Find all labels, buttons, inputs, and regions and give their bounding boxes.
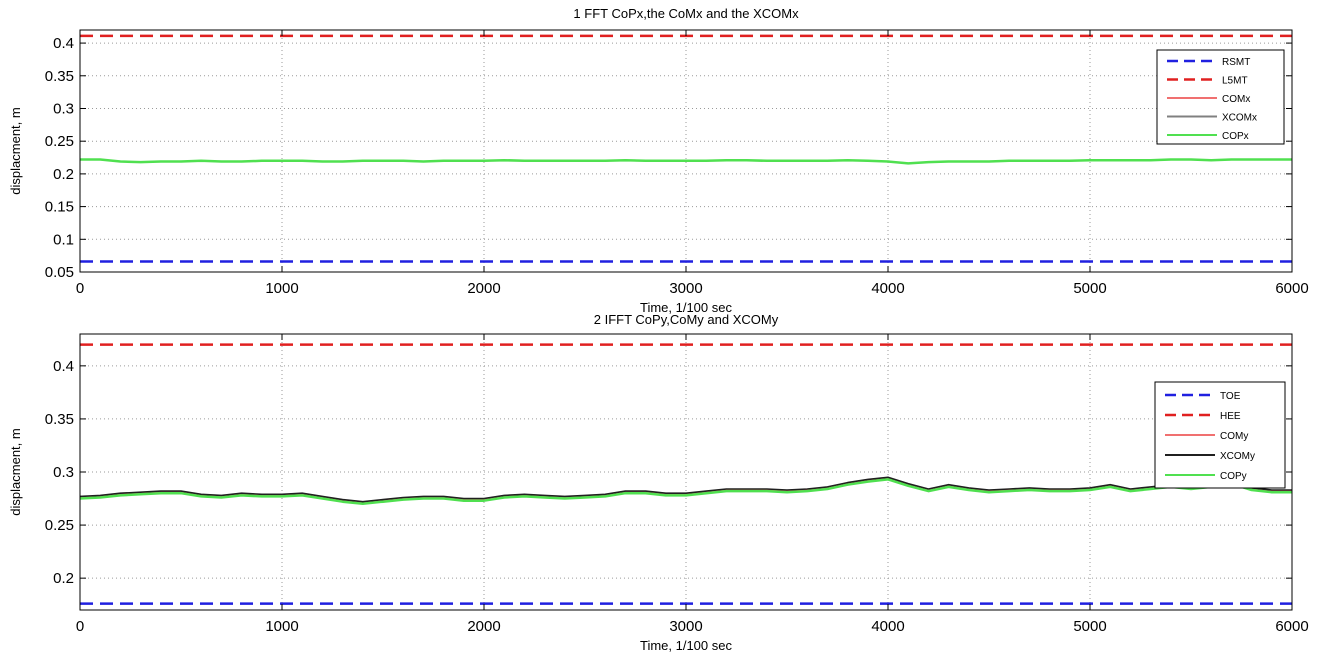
x-tick-label: 4000: [871, 280, 904, 297]
y-tick-label: 0.15: [45, 199, 74, 216]
legend-label: XCOMx: [1222, 113, 1257, 124]
y-axis-label: displacment, m: [8, 107, 23, 194]
x-axis-label: Time, 1/100 sec: [640, 638, 733, 653]
x-axis-label: Time, 1/100 sec: [640, 300, 733, 315]
x-tick-label: 5000: [1073, 280, 1106, 297]
legend-label: COMy: [1220, 431, 1248, 442]
y-tick-label: 0.2: [53, 166, 74, 183]
x-tick-label: 5000: [1073, 618, 1106, 635]
y-axis-label: displacment, m: [8, 428, 23, 515]
chart-1: 0 1000 2000 3000 4000 5000 6000 0.05 0.1 0.15 0.2 0…: [8, 6, 1309, 315]
x-tick-label: 0: [76, 280, 84, 297]
x-tick-label: 1000: [265, 280, 298, 297]
chart-title: 2 IFFT CoPy,CoMy and XCOMy: [594, 312, 779, 327]
y-tick-label: 0.4: [53, 35, 74, 52]
y-tick-label: 0.35: [45, 411, 74, 428]
x-tick-label: 2000: [467, 618, 500, 635]
series-line-xcomy: [79, 476, 1292, 503]
legend-label: L5MT: [1222, 76, 1248, 87]
chart-2: 0 1000 2000 3000 4000 5000 6000 0.2 0.25 0.3 0.35 0…: [8, 312, 1309, 653]
legend-label: COPx: [1222, 131, 1249, 142]
y-tick-label: 0.4: [53, 358, 74, 375]
plot-area: [80, 334, 1292, 610]
legend: TOE HEE COMy XCOMy COPy: [1154, 381, 1286, 489]
x-tick-label: 6000: [1275, 618, 1308, 635]
legend-label: HEE: [1220, 411, 1241, 422]
x-tick-label: 3000: [669, 618, 702, 635]
y-tick-label: 0.35: [45, 68, 74, 85]
series-line-copx: [80, 158, 1292, 165]
y-tick-label: 0.3: [53, 100, 74, 117]
legend-label: TOE: [1220, 391, 1241, 402]
x-tick-label: 4000: [871, 618, 904, 635]
legend-label: COMx: [1222, 94, 1250, 105]
x-tick-label: 3000: [669, 280, 702, 297]
x-tick-label: 6000: [1275, 280, 1308, 297]
y-tick-label: 0.1: [53, 231, 74, 248]
x-tick-label: 1000: [265, 618, 298, 635]
legend: RSMT L5MT COMx XCOMx COPx: [1156, 49, 1285, 145]
y-tick-label: 0.05: [45, 264, 74, 281]
series-line-copy: [79, 478, 1292, 506]
chart-title: 1 FFT CoPx,the CoMx and the XCOMx: [573, 6, 799, 21]
legend-label: COPy: [1220, 471, 1247, 482]
y-tick-label: 0.25: [45, 517, 74, 534]
x-tick-label: 0: [76, 618, 84, 635]
x-tick-label: 2000: [467, 280, 500, 297]
y-tick-label: 0.25: [45, 133, 74, 150]
y-tick-label: 0.3: [53, 464, 74, 481]
legend-label: RSMT: [1222, 57, 1250, 68]
y-tick-label: 0.2: [53, 570, 74, 587]
legend-label: XCOMy: [1220, 451, 1255, 462]
